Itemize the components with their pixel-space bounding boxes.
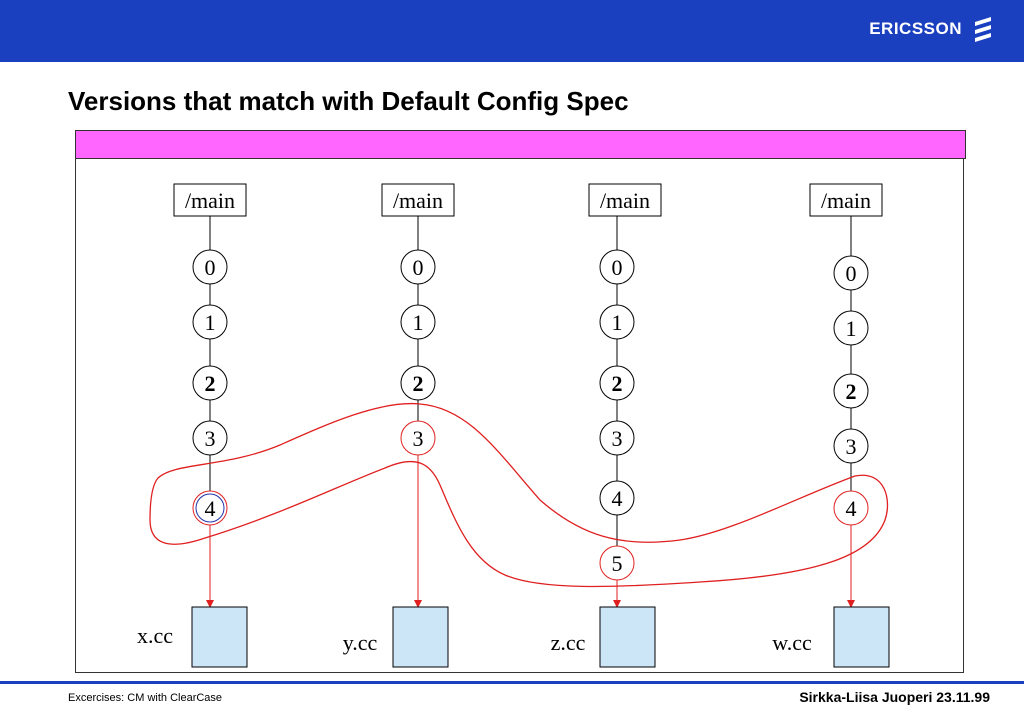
version-node [833, 255, 869, 291]
version-node [192, 304, 228, 340]
version-number: 2 [612, 371, 623, 396]
version-number: 3 [612, 426, 623, 451]
footer-course: Excercises: CM with ClearCase [68, 692, 223, 704]
brand-name: ERICSSON [869, 19, 962, 38]
version-node [599, 249, 635, 285]
version-number: 3 [413, 426, 424, 451]
version-number: 1 [205, 310, 216, 335]
branch-label: /main [600, 188, 650, 213]
file-label: w.cc [772, 630, 812, 655]
file-box [599, 606, 656, 668]
selection-loop [149, 402, 889, 588]
version-number: 0 [205, 255, 216, 280]
footer-author-date: Sirkka-Liisa Juoperi 23.11.99 [799, 689, 990, 705]
version-node [599, 365, 635, 401]
file-box [191, 606, 248, 668]
branch-label: /main [185, 188, 235, 213]
version-node [833, 373, 869, 409]
footer-divider [0, 681, 1024, 684]
version-node [400, 365, 436, 401]
version-number: 1 [413, 310, 424, 335]
file-label: x.cc [137, 623, 173, 648]
branch-box [381, 183, 455, 217]
branch-box [588, 183, 662, 217]
version-number: 0 [612, 255, 623, 280]
version-node [400, 304, 436, 340]
version-node [599, 420, 635, 456]
version-node [400, 249, 436, 285]
version-number: 1 [846, 316, 857, 341]
ericsson-stripes-logo-icon [975, 17, 991, 42]
version-node [192, 420, 228, 456]
version-node [833, 428, 869, 464]
version-node [599, 304, 635, 340]
version-number: 4 [205, 496, 216, 521]
version-node [192, 249, 228, 285]
version-node [833, 310, 869, 346]
version-number: 0 [846, 261, 857, 286]
branch-box [809, 183, 883, 217]
slide-title: Versions that match with Default Config … [68, 86, 629, 116]
version-number: 2 [846, 379, 857, 404]
magenta-bar [75, 130, 966, 159]
branch-box [173, 183, 247, 217]
branch-label: /main [821, 188, 871, 213]
header-bar: ERICSSON [0, 0, 1024, 62]
version-number: 0 [413, 255, 424, 280]
version-number: 2 [205, 371, 216, 396]
file-label: z.cc [551, 630, 586, 655]
file-box [833, 606, 890, 668]
file-label: y.cc [343, 630, 378, 655]
version-number: 2 [413, 371, 424, 396]
branch-label: /main [393, 188, 443, 213]
version-node [192, 365, 228, 401]
version-number: 3 [846, 434, 857, 459]
version-number: 3 [205, 426, 216, 451]
ericsson-logo: ERICSSON [869, 16, 994, 42]
selected-ring [195, 493, 225, 523]
version-number: 4 [846, 496, 857, 521]
version-node [599, 480, 635, 516]
version-number: 4 [612, 486, 623, 511]
version-number: 5 [612, 551, 623, 576]
version-number: 1 [612, 310, 623, 335]
file-box [392, 606, 449, 668]
